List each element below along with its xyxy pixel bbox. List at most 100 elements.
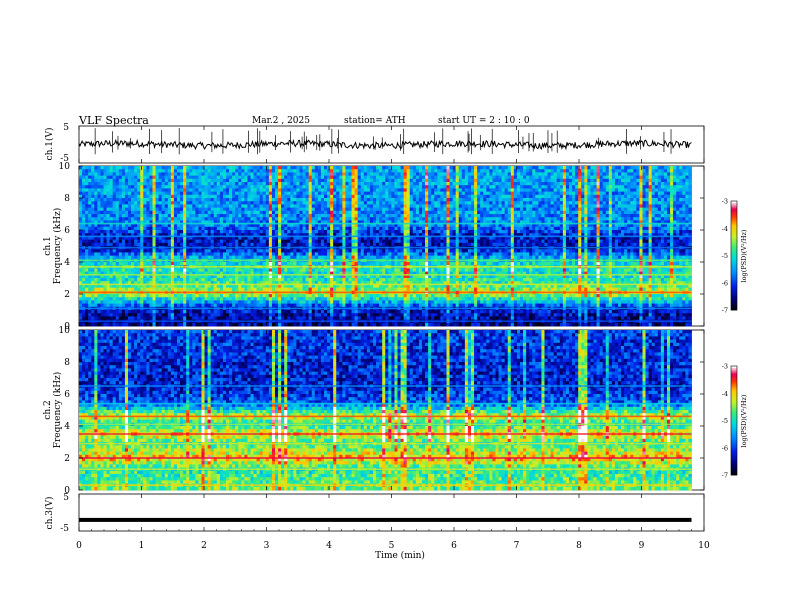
- spectrogram-cell: [110, 201, 113, 205]
- spectrogram-cell: [162, 294, 165, 298]
- spectrogram-cell: [223, 192, 226, 196]
- spectrogram-cell: [177, 243, 180, 247]
- spectrogram-cell: [134, 208, 137, 212]
- spectrogram-cell: [116, 262, 119, 266]
- spectrogram-cell: [232, 217, 235, 221]
- spectrogram-cell: [146, 294, 149, 298]
- spectrogram-cell: [137, 294, 140, 298]
- spectrogram-cell: [113, 185, 116, 189]
- spectrogram-cell: [183, 211, 186, 215]
- spectrogram-cell: [238, 300, 241, 304]
- spectrogram-cell: [238, 201, 241, 205]
- spectrogram-cell: [149, 204, 152, 208]
- spectrogram-cell: [122, 176, 125, 180]
- spectrogram-cell: [140, 208, 143, 212]
- spectrogram-cell: [165, 185, 168, 189]
- spectrogram-cell: [198, 172, 201, 176]
- spectrogram-cell: [140, 256, 143, 260]
- spectrogram-cell: [232, 304, 235, 308]
- spectrogram-cell: [91, 316, 94, 320]
- spectrogram-cell: [186, 185, 189, 189]
- spectrogram-cell: [174, 240, 177, 244]
- spectrogram-cell: [232, 256, 235, 260]
- spectrogram-cell: [113, 323, 116, 327]
- spectrogram-cell: [107, 217, 110, 221]
- spectrogram-cell: [97, 182, 100, 186]
- spectrogram-cell: [232, 323, 235, 327]
- spectrogram-cell: [205, 176, 208, 180]
- spectrogram-cell: [174, 243, 177, 247]
- spectrogram-cell: [186, 179, 189, 183]
- spectrogram-cell: [94, 208, 97, 212]
- spectrogram-cell: [140, 310, 143, 314]
- spectrogram-cell: [128, 230, 131, 234]
- spectrogram-cell: [122, 300, 125, 304]
- spectrogram-cell: [122, 192, 125, 196]
- spectrogram-cell: [229, 227, 232, 231]
- spectrogram-cell: [140, 304, 143, 308]
- spectrogram-cell: [125, 297, 128, 301]
- spectrogram-cell: [122, 166, 125, 170]
- spectrogram-cell: [128, 188, 131, 192]
- spectrogram-cell: [235, 288, 238, 292]
- spectrogram-cell: [153, 323, 156, 327]
- spectrogram-cell: [140, 227, 143, 231]
- spectrogram-cell: [162, 169, 165, 173]
- spectrogram-cell: [171, 230, 174, 234]
- spectrogram-cell: [226, 182, 229, 186]
- spectrogram-cell: [143, 211, 146, 215]
- spectrogram-cell: [159, 192, 162, 196]
- spectrogram-cell: [229, 217, 232, 221]
- spectrogram-cell: [94, 268, 97, 272]
- spectrogram-cell: [119, 182, 122, 186]
- spectrogram-cell: [189, 195, 192, 199]
- spectrogram-cell: [113, 195, 116, 199]
- spectrogram-cell: [238, 230, 241, 234]
- spectrogram-cell: [174, 288, 177, 292]
- spectrogram-cell: [122, 172, 125, 176]
- spectrogram-cell: [202, 278, 205, 282]
- spectrogram-cell: [143, 208, 146, 212]
- spectrogram-cell: [180, 300, 183, 304]
- spectrogram-cell: [174, 316, 177, 320]
- spectrogram-cell: [211, 185, 214, 189]
- spectrogram-cell: [88, 278, 91, 282]
- spectrogram-cell: [211, 195, 214, 199]
- spectrogram-cell: [189, 176, 192, 180]
- spectrogram-cell: [85, 249, 88, 253]
- spectrogram-cell: [149, 278, 152, 282]
- spectrogram-cell: [146, 214, 149, 218]
- spectrogram-cell: [189, 227, 192, 231]
- spectrogram-cell: [162, 268, 165, 272]
- spectrogram-cell: [177, 230, 180, 234]
- spectrogram-cell: [202, 198, 205, 202]
- spectrogram-cell: [91, 262, 94, 266]
- spectrogram-cell: [88, 195, 91, 199]
- spectrogram-cell: [220, 198, 223, 202]
- spectrogram-cell: [137, 310, 140, 314]
- spectrogram-cell: [107, 179, 110, 183]
- spectrogram-cell: [232, 172, 235, 176]
- spectrogram-cell: [88, 179, 91, 183]
- spectrogram-cell: [100, 297, 103, 301]
- spectrogram-cell: [223, 230, 226, 234]
- spectrogram-cell: [153, 201, 156, 205]
- spectrogram-cell: [211, 262, 214, 266]
- spectrogram-cell: [198, 304, 201, 308]
- spectrogram-cell: [131, 240, 134, 244]
- spectrogram-cell: [226, 185, 229, 189]
- spectrogram-cell: [156, 268, 159, 272]
- spectrogram-cell: [153, 211, 156, 215]
- spectrogram-cell: [198, 268, 201, 272]
- spectrogram-cell: [143, 176, 146, 180]
- spectrogram-cell: [162, 166, 165, 170]
- spectrogram-cell: [85, 300, 88, 304]
- spectrogram-cell: [79, 201, 82, 205]
- spectrogram-cell: [238, 249, 241, 253]
- spectrogram-cell: [238, 304, 241, 308]
- spectrogram-cell: [202, 300, 205, 304]
- spectrogram-cell: [125, 316, 128, 320]
- spectrogram-cell: [208, 169, 211, 173]
- spectrogram-cell: [104, 179, 107, 183]
- spectrogram-cell: [189, 313, 192, 317]
